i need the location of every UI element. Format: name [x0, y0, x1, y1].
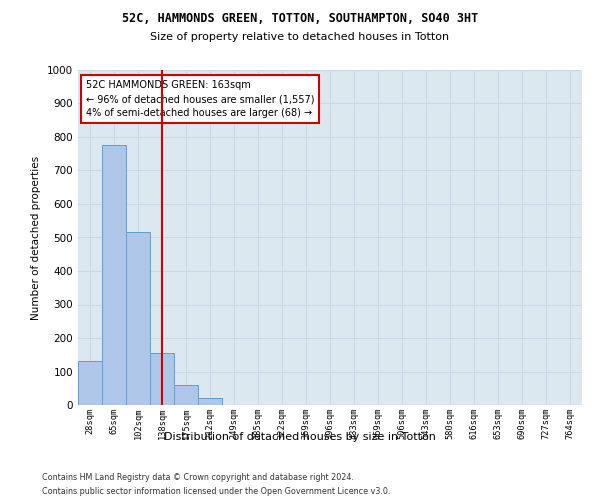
- Text: Distribution of detached houses by size in Totton: Distribution of detached houses by size …: [164, 432, 436, 442]
- Text: 52C HAMMONDS GREEN: 163sqm
← 96% of detached houses are smaller (1,557)
4% of se: 52C HAMMONDS GREEN: 163sqm ← 96% of deta…: [86, 80, 314, 118]
- Bar: [174, 385, 198, 405]
- Bar: [78, 362, 102, 405]
- Y-axis label: Number of detached properties: Number of detached properties: [31, 156, 41, 320]
- Bar: [198, 398, 222, 405]
- Text: Contains public sector information licensed under the Open Government Licence v3: Contains public sector information licen…: [42, 488, 391, 496]
- Bar: [126, 232, 150, 405]
- Bar: [102, 146, 126, 405]
- Bar: [150, 353, 174, 405]
- Text: Contains HM Land Registry data © Crown copyright and database right 2024.: Contains HM Land Registry data © Crown c…: [42, 472, 354, 482]
- Text: Size of property relative to detached houses in Totton: Size of property relative to detached ho…: [151, 32, 449, 42]
- Text: 52C, HAMMONDS GREEN, TOTTON, SOUTHAMPTON, SO40 3HT: 52C, HAMMONDS GREEN, TOTTON, SOUTHAMPTON…: [122, 12, 478, 26]
